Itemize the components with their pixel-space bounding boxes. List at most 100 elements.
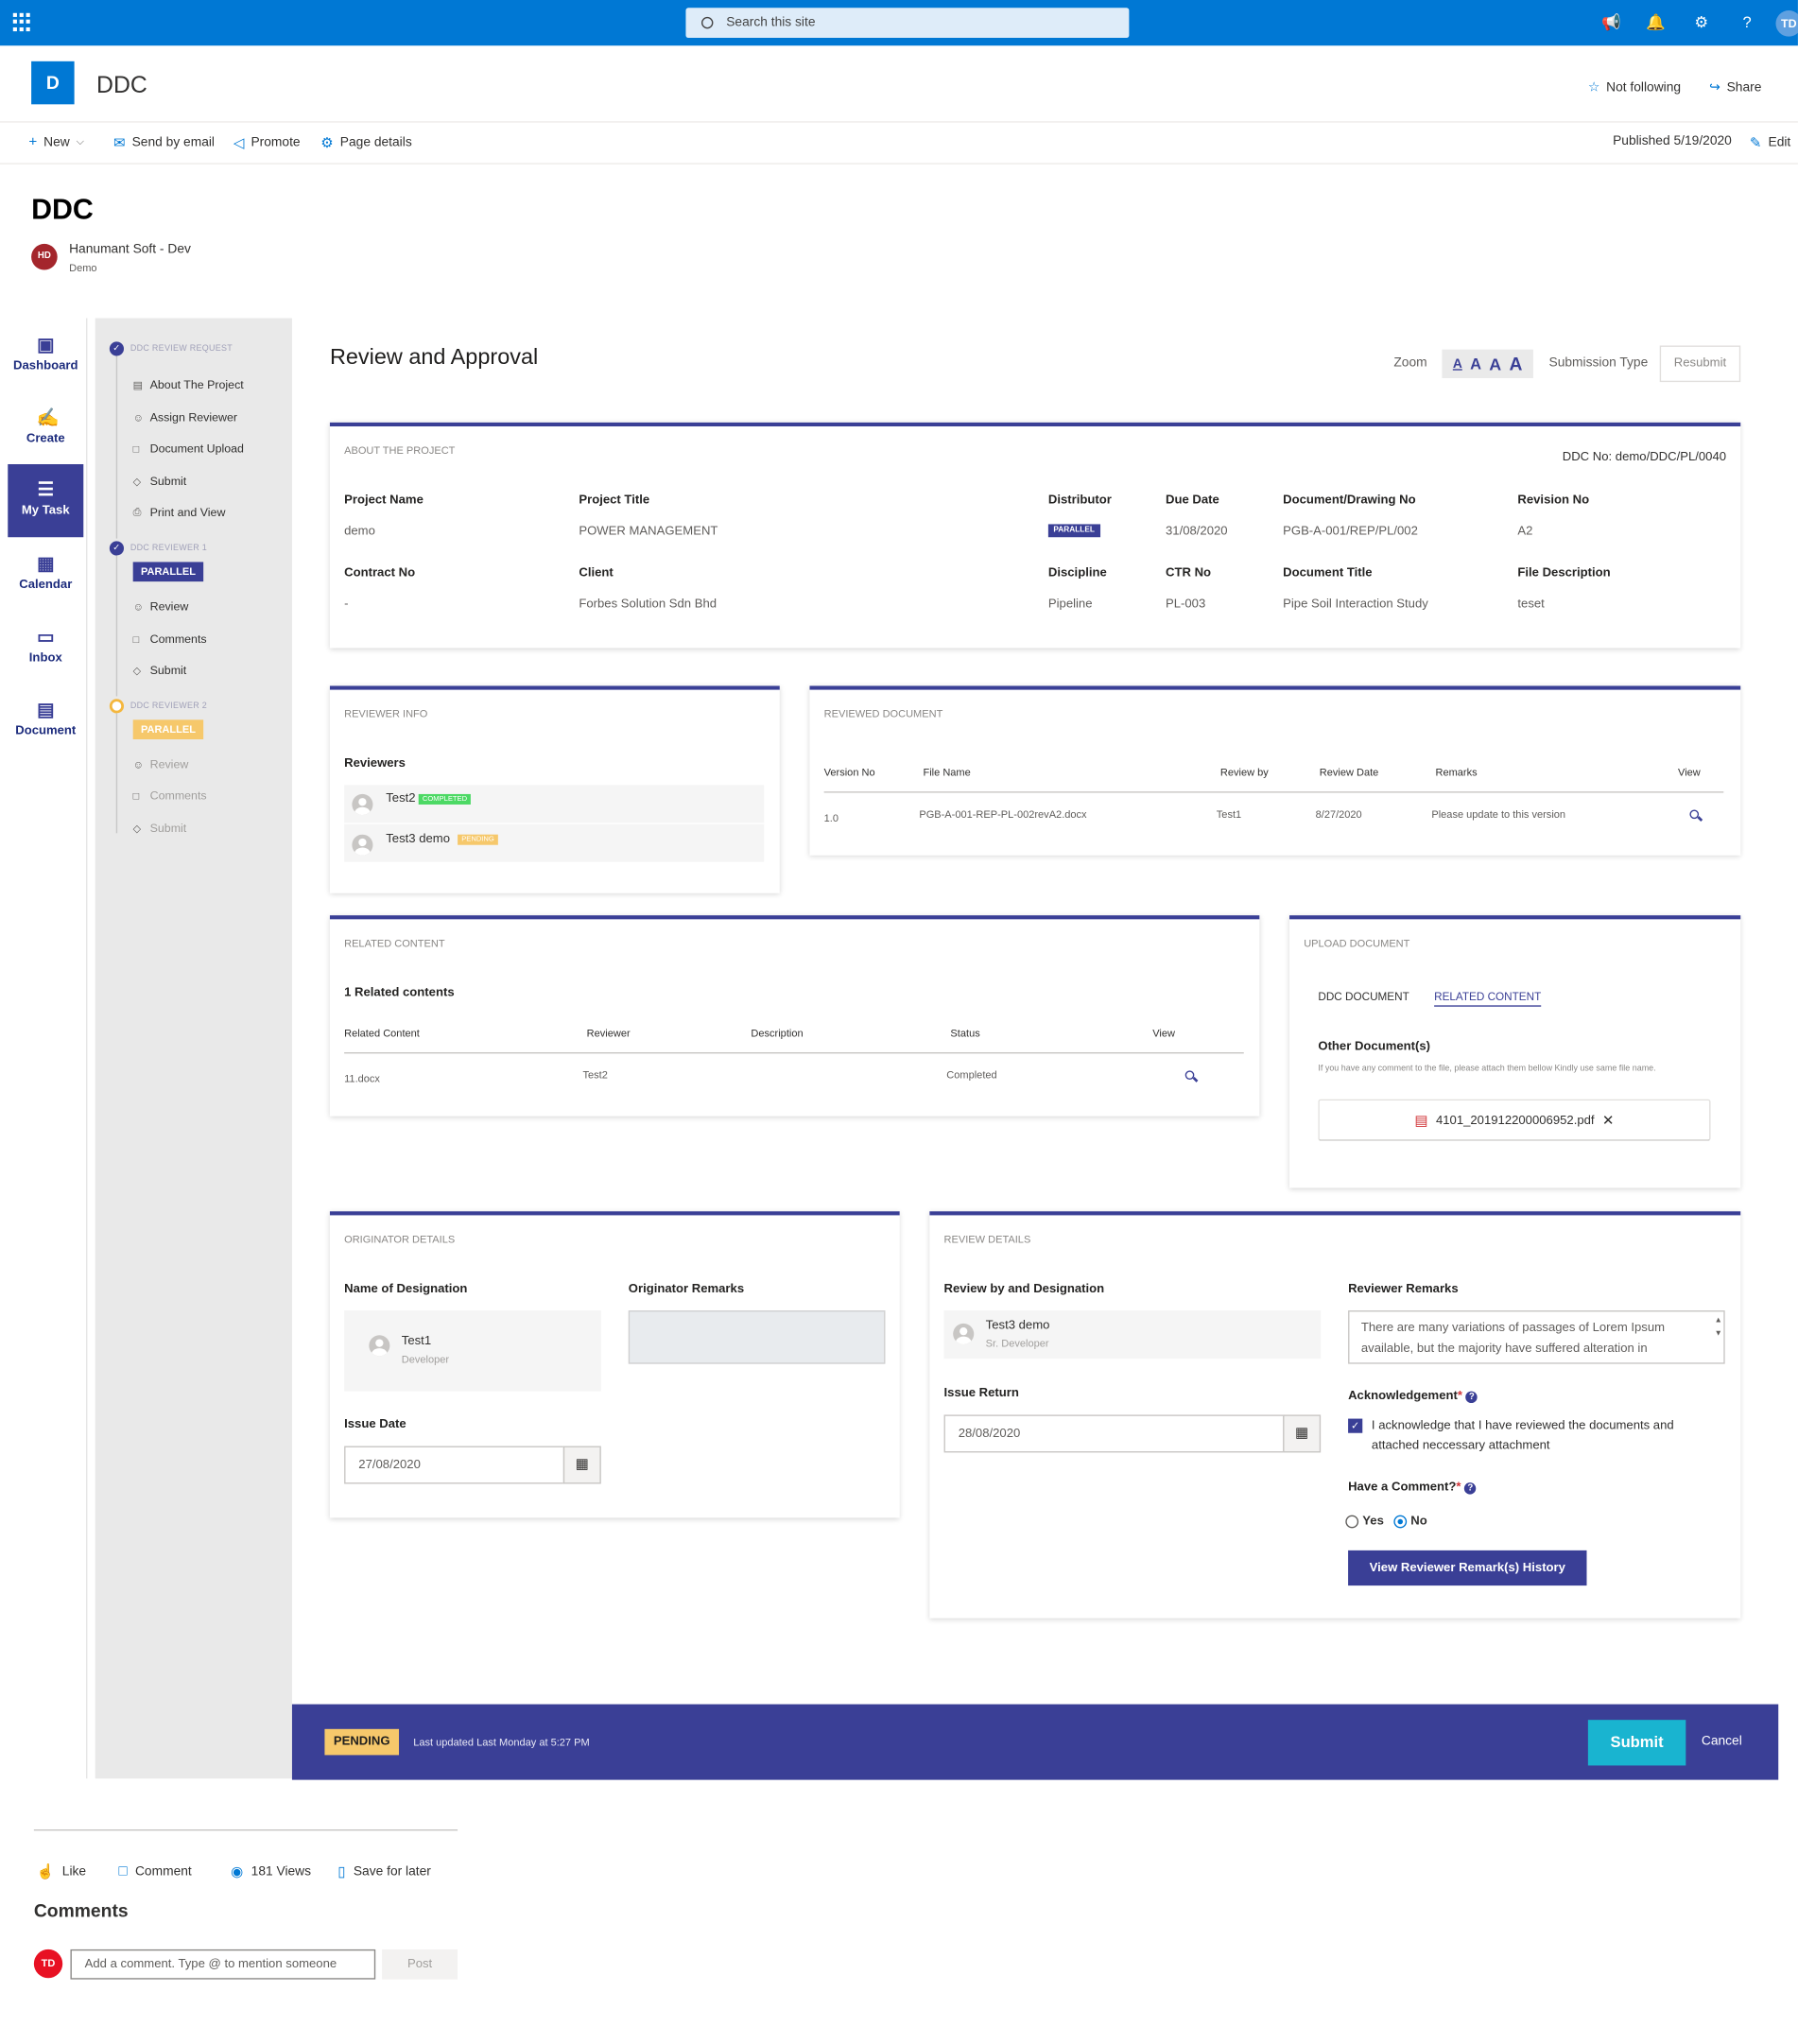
step-review[interactable]: ☺ Review (133, 757, 189, 771)
step-group-reviewer1: ✓ DDC REVIEWER 1 (109, 541, 207, 556)
help-icon[interactable]: ? (1464, 1482, 1477, 1495)
user-avatar[interactable]: TD (1775, 10, 1798, 37)
step-print-view[interactable]: ⎙ Print and View (133, 506, 226, 519)
bell-icon[interactable]: 🔔 (1646, 12, 1666, 32)
step-label: Comments (149, 788, 207, 803)
nav-calendar[interactable]: ▦ Calendar (8, 539, 83, 604)
tab-related-content[interactable]: RELATED CONTENT (1434, 990, 1542, 1007)
megaphone-icon[interactable]: 📢 (1601, 12, 1621, 32)
site-logo[interactable]: D (31, 61, 75, 105)
comment-icon: □ (132, 632, 140, 646)
person-edit-icon: ☺ (132, 600, 144, 613)
search-icon[interactable] (1184, 1070, 1195, 1080)
field-label: CTR No (1166, 565, 1212, 580)
field-label: Contract No (344, 565, 416, 580)
author-name[interactable]: Hanumant Soft - Dev (69, 242, 191, 257)
step-comments[interactable]: □ Comments (133, 632, 207, 646)
zoom-large[interactable]: A (1489, 354, 1502, 374)
zoom-medium[interactable]: A (1470, 355, 1482, 373)
submit-button[interactable]: Submit (1587, 1720, 1686, 1766)
save-for-later-button[interactable]: ▯ Save for later (337, 1863, 431, 1880)
help-icon[interactable]: ? (1742, 12, 1752, 32)
originator-remarks-input[interactable] (628, 1310, 886, 1364)
scrollbar[interactable]: ▲ ▼ (1714, 1316, 1722, 1339)
search-icon[interactable] (1689, 809, 1700, 820)
step-about-project[interactable]: ▤ About The Project (133, 378, 244, 391)
reviewers-label: Reviewers (344, 755, 406, 771)
mail-icon: ✉ (112, 135, 126, 151)
like-button[interactable]: ☝ Like (37, 1863, 86, 1880)
nav-inbox[interactable]: ▭ Inbox (8, 612, 83, 677)
column-header: Related Content (344, 1027, 420, 1040)
person-edit-icon: ☺ (132, 758, 144, 771)
like-label: Like (61, 1864, 87, 1879)
comment-button[interactable]: □ Comment (119, 1863, 192, 1879)
search-box[interactable]: Search this site (685, 8, 1130, 38)
review-by-cell: Test1 (1216, 808, 1242, 821)
step-submit[interactable]: ◇ Submit (133, 475, 187, 488)
view-history-button[interactable]: View Reviewer Remark(s) History (1348, 1550, 1587, 1586)
last-updated: Last updated Last Monday at 5:27 PM (413, 1737, 590, 1749)
page-details-label: Page details (339, 135, 412, 150)
post-button[interactable]: Post (382, 1949, 458, 1980)
calendar-icon[interactable]: ▦ (562, 1446, 601, 1484)
app-launcher-icon[interactable] (12, 12, 31, 31)
document-icon: ▤ (37, 699, 55, 720)
step-comments[interactable]: □ Comments (133, 788, 207, 802)
radio-yes[interactable]: Yes (1345, 1514, 1384, 1528)
promote-button[interactable]: ◁ Promote (233, 134, 301, 151)
dashboard-icon: ▣ (37, 334, 55, 355)
step-connector (115, 713, 118, 834)
submission-type-field[interactable]: Resubmit (1659, 345, 1741, 383)
cancel-button[interactable]: Cancel (1701, 1734, 1742, 1749)
radio-no[interactable]: No (1393, 1514, 1427, 1528)
zoom-small[interactable]: A (1452, 356, 1462, 372)
page-details-button[interactable]: ⚙ Page details (320, 134, 411, 151)
acknowledge-checkbox[interactable]: ✓ (1348, 1418, 1363, 1433)
reviewer-remarks-textarea[interactable]: There are many variations of passages of… (1348, 1310, 1725, 1364)
other-documents-label: Other Document(s) (1318, 1039, 1431, 1054)
edit-button[interactable]: ✎ Edit (1750, 134, 1790, 151)
comment-label-text: Have a Comment? (1348, 1480, 1457, 1495)
new-button[interactable]: + New ⌵ (28, 134, 84, 150)
reviewer-info-card: REVIEWER INFO Reviewers Test2 COMPLETED … (329, 685, 780, 893)
upload-document-card: UPLOAD DOCUMENT DDC DOCUMENT RELATED CON… (1289, 915, 1741, 1188)
person-icon (352, 834, 373, 856)
nav-my-task[interactable]: ☰ My Task (8, 463, 84, 538)
nav-dashboard[interactable]: ▣ Dashboard (8, 320, 83, 385)
follow-button[interactable]: ☆ Not following (1588, 81, 1681, 95)
column-header: Review Date (1319, 766, 1379, 779)
nav-document[interactable]: ▤ Document (8, 684, 83, 750)
document-icon: ▤ (132, 378, 144, 391)
site-name[interactable]: DDC (96, 71, 147, 98)
step-review[interactable]: ☺ Review (133, 599, 189, 613)
step-submit[interactable]: ◇ Submit (133, 822, 187, 835)
nav-create[interactable]: ✍ Create (8, 392, 83, 458)
field-label: Document/Drawing No (1283, 493, 1416, 508)
step-submit[interactable]: ◇ Submit (133, 664, 187, 677)
help-icon[interactable]: ? (1465, 1391, 1478, 1404)
revision-value: A2 (1517, 524, 1533, 539)
save-label: Save for later (353, 1864, 431, 1879)
gear-icon[interactable]: ⚙ (1694, 12, 1709, 32)
author-avatar[interactable]: HD (31, 243, 58, 270)
field-label: Name of Designation (344, 1281, 468, 1296)
step-document-upload[interactable]: □ Document Upload (133, 442, 244, 456)
status-badge: COMPLETED (418, 793, 472, 805)
attached-file[interactable]: ▤ 4101_201912200006952.pdf ✕ (1318, 1099, 1711, 1141)
send-email-button[interactable]: ✉ Send by email (113, 134, 215, 151)
zoom-xlarge[interactable]: A (1509, 353, 1523, 374)
step-assign-reviewer[interactable]: ☺ Assign Reviewer (133, 410, 237, 424)
close-icon[interactable]: ✕ (1601, 1113, 1615, 1129)
comment-input[interactable]: Add a comment. Type @ to mention someone (70, 1949, 376, 1980)
promote-label: Promote (251, 135, 301, 150)
share-button[interactable]: ↪ Share (1709, 81, 1761, 95)
calendar-icon[interactable]: ▦ (1283, 1414, 1322, 1453)
issue-return-input[interactable]: 28/08/2020 (943, 1414, 1285, 1453)
check-icon: ✓ (109, 341, 125, 356)
tab-ddc-document[interactable]: DDC DOCUMENT (1318, 989, 1409, 1003)
step-group-label: DDC REVIEWER 2 (130, 702, 207, 711)
page-title: DDC (31, 193, 94, 226)
shield-check-icon: ◇ (132, 664, 142, 677)
issue-date-input[interactable]: 27/08/2020 (344, 1446, 565, 1484)
